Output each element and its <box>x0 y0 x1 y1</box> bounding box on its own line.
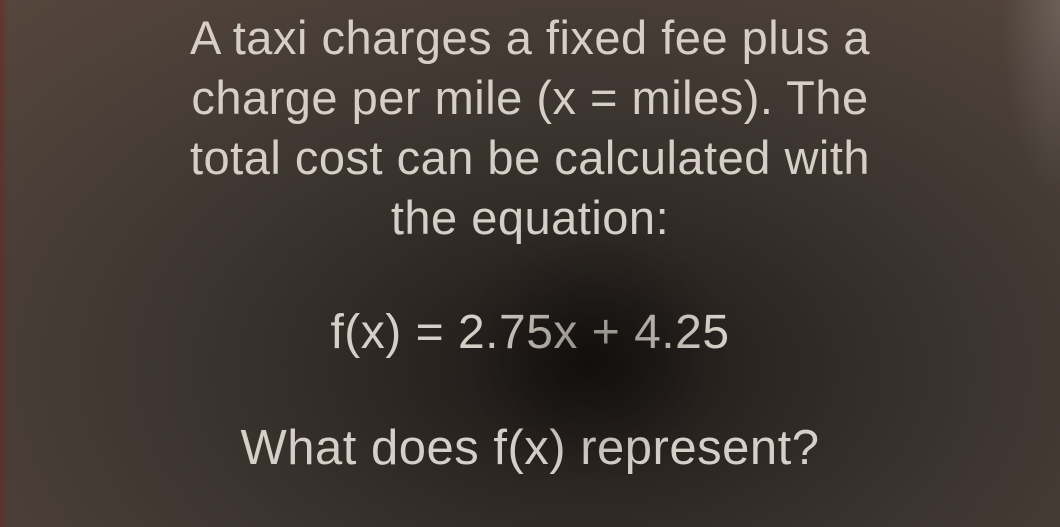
left-edge-glow <box>0 0 8 527</box>
problem-line-2: charge per mile (x = miles). The <box>190 68 870 128</box>
problem-statement: A taxi charges a fixed fee plus a charge… <box>190 8 870 249</box>
screen-glare <box>1000 0 1060 200</box>
equation-text: f(x) = 2.75x + 4.25 <box>330 305 729 360</box>
question-text: What does f(x) represent? <box>241 420 820 476</box>
problem-line-4: the equation: <box>190 188 870 248</box>
problem-line-3: total cost can be calculated with <box>190 128 870 188</box>
problem-line-1: A taxi charges a fixed fee plus a <box>190 8 870 68</box>
